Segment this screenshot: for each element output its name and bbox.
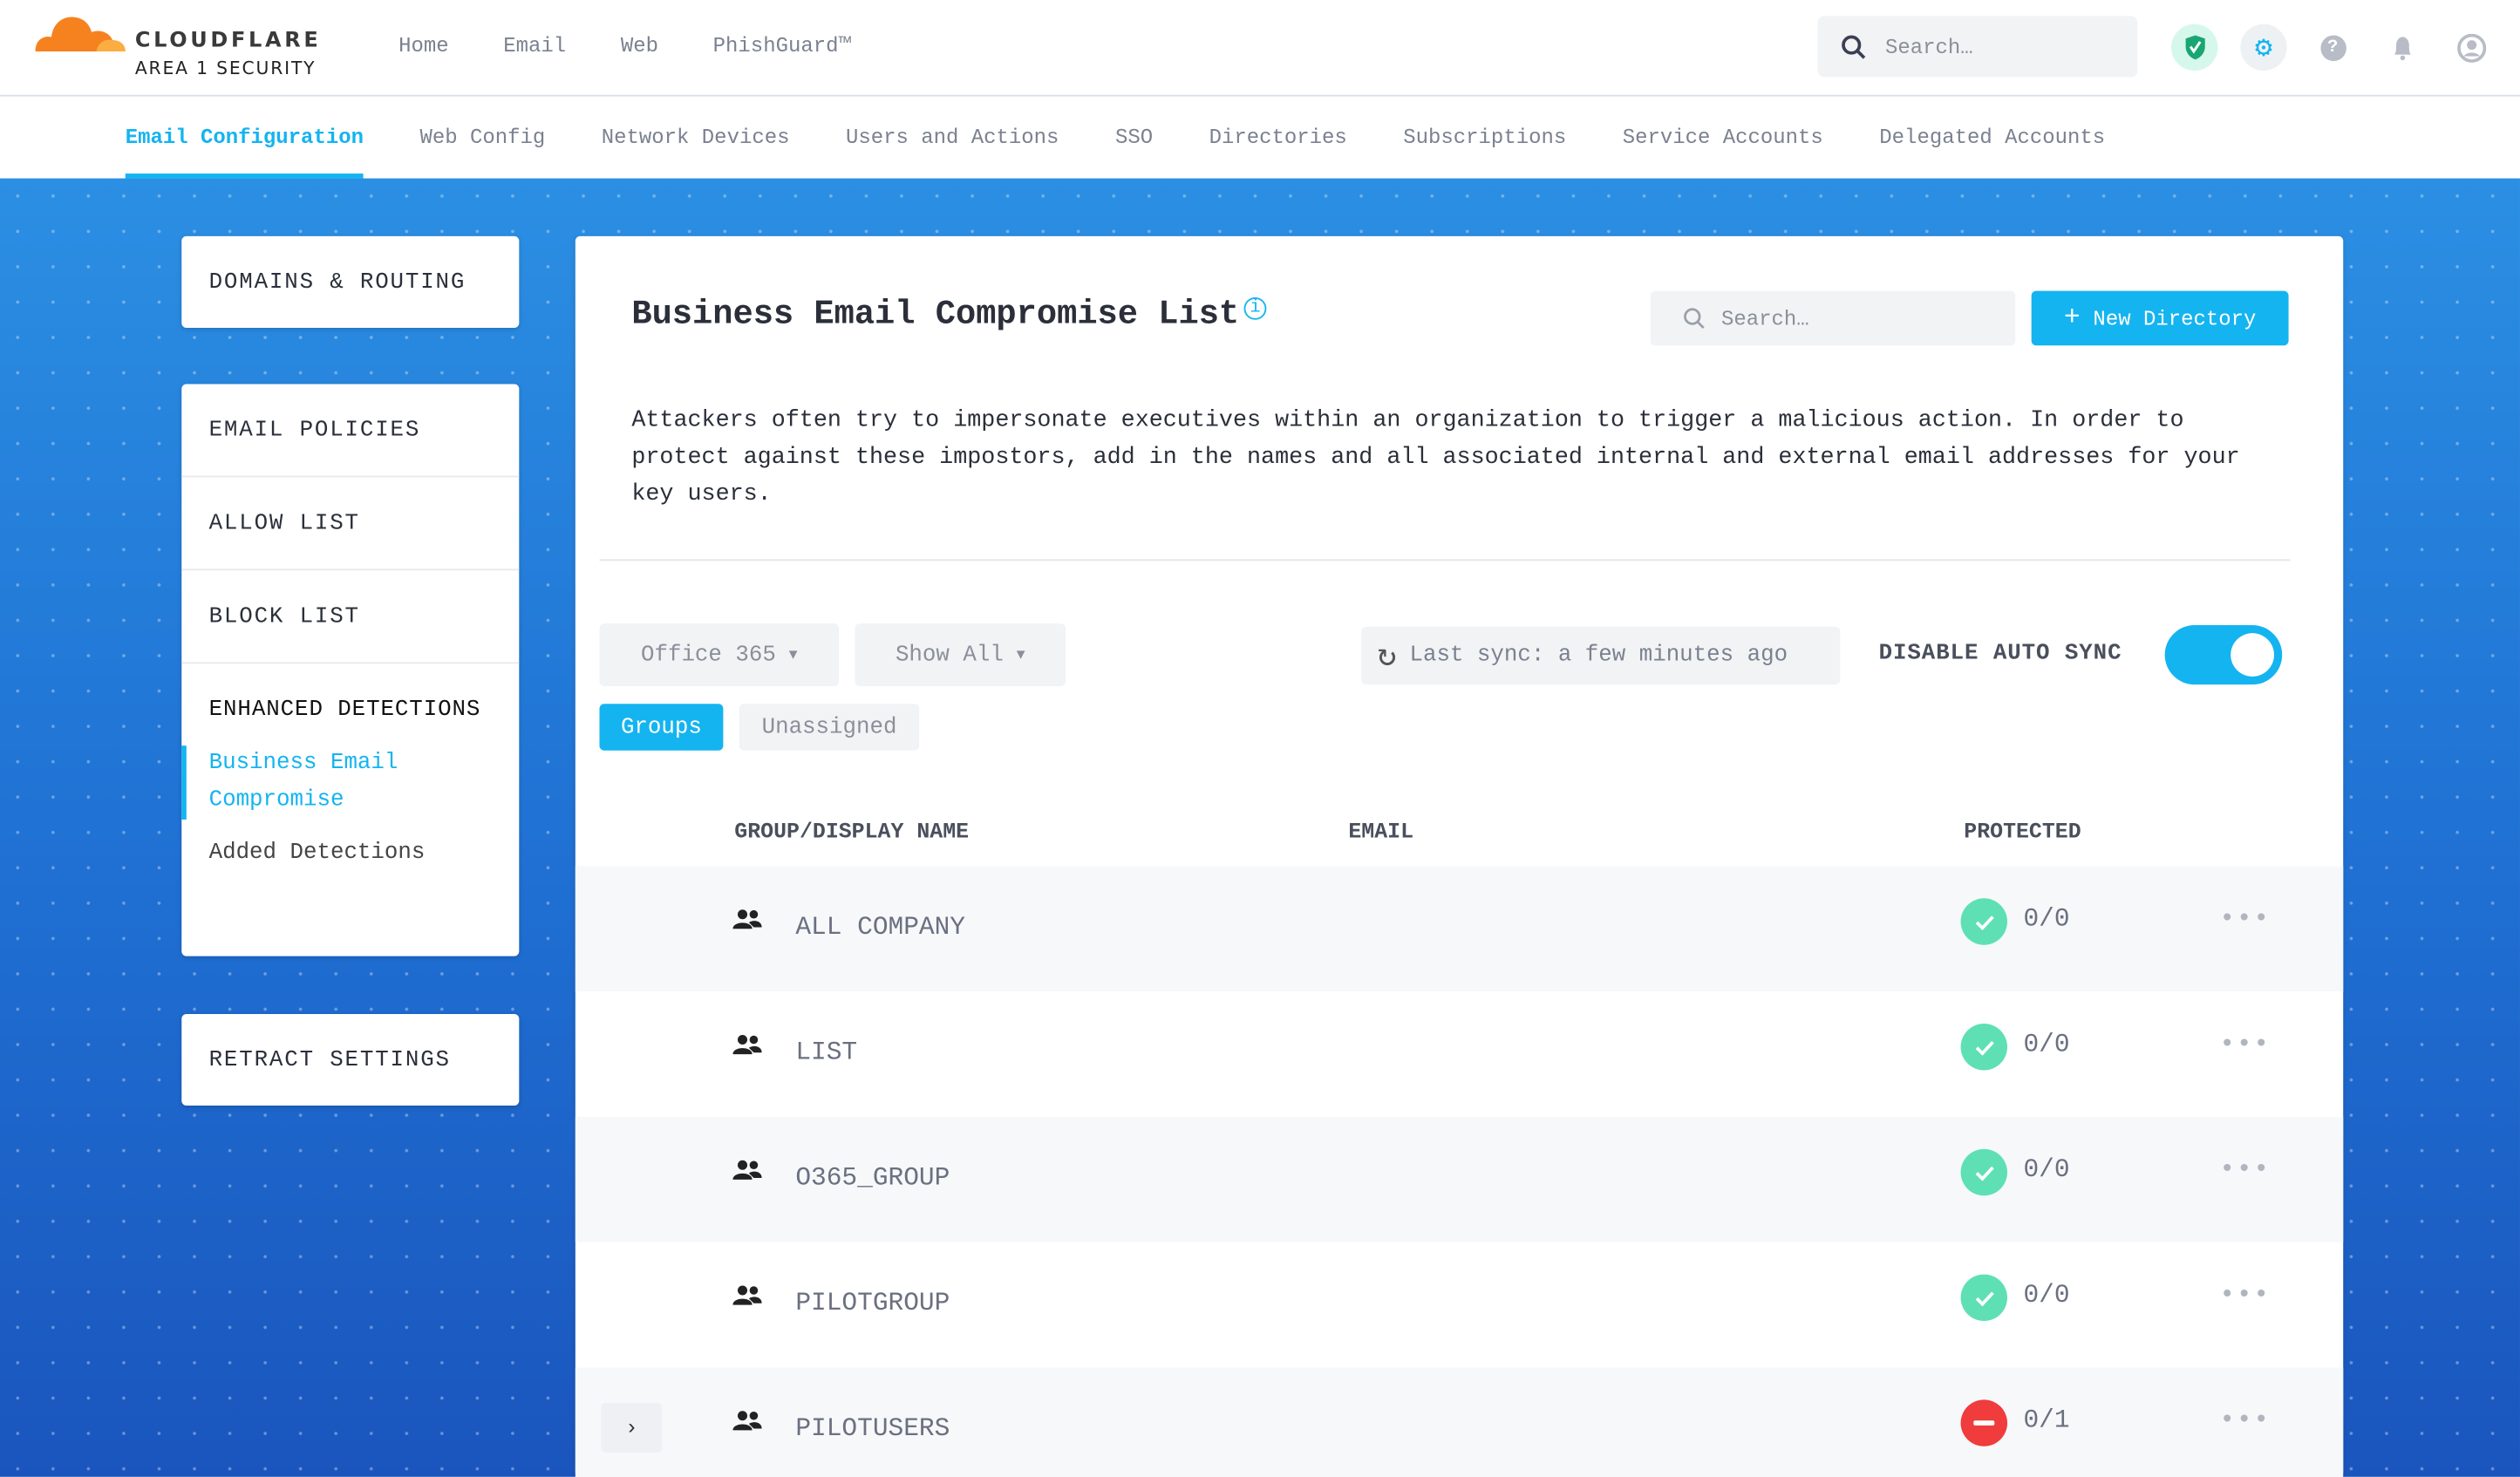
- table-row[interactable]: O365_GROUP 0/0 •••: [575, 1116, 2344, 1242]
- shield-check-icon[interactable]: [2171, 24, 2218, 71]
- minus-icon: [1960, 1399, 2008, 1446]
- tab-users-and-actions[interactable]: Users and Actions: [845, 125, 1059, 150]
- search-icon: [1684, 308, 1705, 329]
- info-icon[interactable]: i: [1243, 296, 1267, 320]
- auto-sync-toggle[interactable]: [2164, 624, 2283, 685]
- global-search-input[interactable]: Search…: [1817, 16, 2138, 78]
- more-options-icon[interactable]: •••: [2219, 1030, 2271, 1059]
- tab-directories[interactable]: Directories: [1209, 125, 1347, 150]
- plus-icon: +: [2063, 303, 2081, 334]
- group-icon: [732, 1411, 762, 1431]
- divider: [599, 559, 2291, 562]
- tab-web-config[interactable]: Web Config: [419, 125, 546, 150]
- sidebar-block-list[interactable]: BLOCK LIST: [181, 570, 520, 664]
- refresh-icon: ↻: [1377, 639, 1397, 677]
- gear-icon[interactable]: ⚙: [2240, 24, 2287, 71]
- group-icon: [732, 1160, 762, 1180]
- filter-dropdown[interactable]: Show All ▼: [855, 623, 1066, 687]
- description: Attackers often try to impersonate execu…: [631, 408, 2240, 508]
- group-name[interactable]: O365_GROUP: [795, 1163, 950, 1193]
- disable-auto-sync-label: DISABLE AUTO SYNC: [1878, 641, 2122, 667]
- tab-groups[interactable]: Groups: [599, 704, 724, 751]
- nav-phishguard[interactable]: PhishGuard™: [712, 33, 851, 58]
- protected-count: 0/1: [2023, 1406, 2070, 1435]
- sidebar-retract-settings[interactable]: RETRACT SETTINGS: [181, 1013, 520, 1106]
- check-icon: [1960, 898, 2008, 945]
- more-options-icon[interactable]: •••: [2219, 1406, 2271, 1435]
- caret-down-icon: ▼: [1016, 646, 1025, 664]
- check-icon: [1960, 1148, 2008, 1196]
- sidebar-allow-list[interactable]: ALLOW LIST: [181, 477, 520, 571]
- column-header-protected[interactable]: PROTECTED: [1964, 820, 2081, 846]
- bec-list-panel: Business Email Compromise List i Search… …: [575, 235, 2344, 1477]
- new-directory-button[interactable]: + New Directory: [2031, 290, 2289, 346]
- table-row[interactable]: LIST 0/0 •••: [576, 991, 2343, 1117]
- provider-dropdown[interactable]: Office 365 ▼: [599, 623, 840, 687]
- protected-count: 0/0: [2023, 1155, 2070, 1185]
- top-nav: Home Email Web PhishGuard™: [398, 34, 851, 58]
- tab-subscriptions[interactable]: Subscriptions: [1403, 125, 1567, 150]
- tab-email-configuration[interactable]: Email Configuration: [125, 98, 364, 179]
- bell-icon[interactable]: [2379, 24, 2425, 71]
- user-icon[interactable]: [2448, 24, 2494, 71]
- sidebar-domains-routing[interactable]: DOMAINS & ROUTING: [181, 235, 520, 328]
- table-row[interactable]: PILOTGROUP 0/0 •••: [576, 1242, 2343, 1368]
- check-icon: [1960, 1024, 2008, 1071]
- protected-count: 0/0: [2023, 904, 2070, 934]
- sidebar-email-policies[interactable]: EMAIL POLICIES: [181, 385, 520, 478]
- caret-down-icon: ▼: [788, 646, 798, 664]
- tab-unassigned[interactable]: Unassigned: [739, 704, 920, 751]
- table-row[interactable]: ALL COMPANY 0/0 •••: [575, 866, 2344, 992]
- more-options-icon[interactable]: •••: [2219, 1280, 2271, 1310]
- sync-button[interactable]: ↻ Last sync: a few minutes ago: [1361, 626, 1841, 685]
- group-name[interactable]: ALL COMPANY: [795, 912, 966, 943]
- tab-network-devices[interactable]: Network Devices: [601, 125, 790, 150]
- tab-sso[interactable]: SSO: [1114, 125, 1154, 150]
- more-options-icon[interactable]: •••: [2219, 904, 2271, 934]
- column-header-email[interactable]: EMAIL: [1348, 820, 1414, 846]
- cloud-logo-icon: [35, 17, 126, 51]
- group-icon: [732, 909, 762, 929]
- sidebar-enhanced-detections[interactable]: ENHANCED DETECTIONS: [208, 697, 481, 724]
- group-icon: [732, 1285, 762, 1305]
- nav-home[interactable]: Home: [398, 33, 449, 58]
- sidebar-business-email-compromise[interactable]: Business Email Compromise: [181, 745, 471, 820]
- tab-delegated-accounts[interactable]: Delegated Accounts: [1879, 125, 2106, 150]
- expand-chevron-icon[interactable]: ›: [601, 1403, 663, 1453]
- group-name[interactable]: PILOTUSERS: [795, 1413, 950, 1444]
- protected-count: 0/0: [2023, 1280, 2070, 1310]
- help-icon[interactable]: ?: [2310, 24, 2356, 71]
- group-name[interactable]: LIST: [795, 1038, 858, 1067]
- nav-web[interactable]: Web: [620, 33, 659, 58]
- sub-nav: Email Configuration Web Config Network D…: [0, 98, 2520, 179]
- list-search-input[interactable]: Search…: [1650, 290, 2016, 346]
- search-icon: [1842, 35, 1866, 59]
- group-icon: [732, 1034, 762, 1055]
- table-row[interactable]: › PILOTUSERS 0/1 •••: [575, 1367, 2344, 1477]
- page-title: Business Email Compromise List i: [631, 296, 1267, 334]
- group-name[interactable]: PILOTGROUP: [795, 1289, 950, 1318]
- column-header-name[interactable]: GROUP/DISPLAY NAME: [734, 820, 970, 846]
- sidebar-added-detections[interactable]: Added Detections: [208, 840, 426, 867]
- more-options-icon[interactable]: •••: [2219, 1155, 2271, 1185]
- sidebar-email-policies-group: EMAIL POLICIES ALLOW LIST BLOCK LIST ENH…: [181, 384, 520, 956]
- protected-count: 0/0: [2023, 1030, 2070, 1059]
- tab-service-accounts[interactable]: Service Accounts: [1622, 125, 1823, 150]
- top-bar: CLOUDFLARE AREA 1 SECURITY Home Email We…: [0, 0, 2520, 97]
- nav-email[interactable]: Email: [503, 33, 567, 58]
- check-icon: [1960, 1274, 2008, 1322]
- cloudflare-logo[interactable]: CLOUDFLARE AREA 1 SECURITY: [32, 6, 337, 86]
